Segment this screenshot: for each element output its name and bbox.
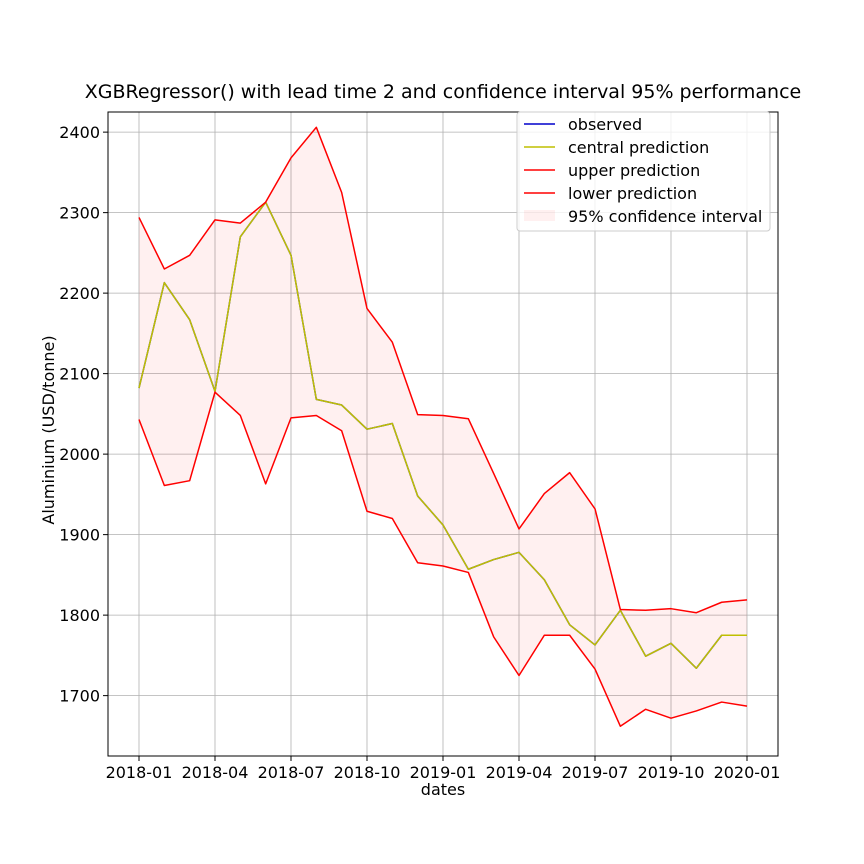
x-tick-label: 2018-07 — [258, 763, 325, 782]
legend-swatch — [524, 210, 555, 221]
x-tick-label: 2019-10 — [638, 763, 705, 782]
x-tick-label: 2018-04 — [182, 763, 249, 782]
x-tick-label: 2020-01 — [714, 763, 781, 782]
y-tick-label: 2000 — [59, 445, 100, 464]
y-tick-label: 2200 — [59, 284, 100, 303]
x-axis: 2018-01 2018-04 2018-07 2018-10 2019-01 2019-… — [106, 756, 781, 782]
x-tick-label: 2019-07 — [562, 763, 629, 782]
x-tick-label: 2018-10 — [334, 763, 401, 782]
legend-label: observed — [568, 115, 642, 134]
series-lines — [138, 126, 748, 727]
y-tick-label: 2400 — [59, 123, 100, 142]
x-tick-label: 2018-01 — [106, 763, 173, 782]
series-line-upper-prediction — [138, 126, 748, 614]
legend-label: upper prediction — [568, 161, 700, 180]
y-axis: 1700 1800 1900 2000 2100 2200 2300 2400 — [59, 123, 108, 706]
y-tick-label: 1800 — [59, 606, 100, 625]
legend-label: 95% confidence interval — [568, 207, 762, 226]
y-tick-label: 1700 — [59, 687, 100, 706]
y-axis-label: Aluminium (USD/tonne) — [39, 335, 58, 524]
legend: observed central prediction upper predicti… — [516, 111, 771, 232]
y-tick-label: 2100 — [59, 365, 100, 384]
x-axis-label: dates — [421, 780, 465, 799]
x-tick-label: 2019-01 — [410, 763, 477, 782]
x-tick-label: 2019-04 — [486, 763, 553, 782]
y-tick-label: 2300 — [59, 204, 100, 223]
confidence-band — [139, 127, 747, 727]
series-line-lower-prediction — [138, 391, 748, 727]
legend-label: lower prediction — [568, 184, 697, 203]
y-tick-label: 1900 — [59, 526, 100, 545]
legend-box — [516, 111, 771, 232]
chart-title: XGBRegressor() with lead time 2 and conf… — [85, 81, 801, 103]
series-line-central-prediction — [138, 201, 747, 669]
legend-label: central prediction — [568, 138, 709, 157]
